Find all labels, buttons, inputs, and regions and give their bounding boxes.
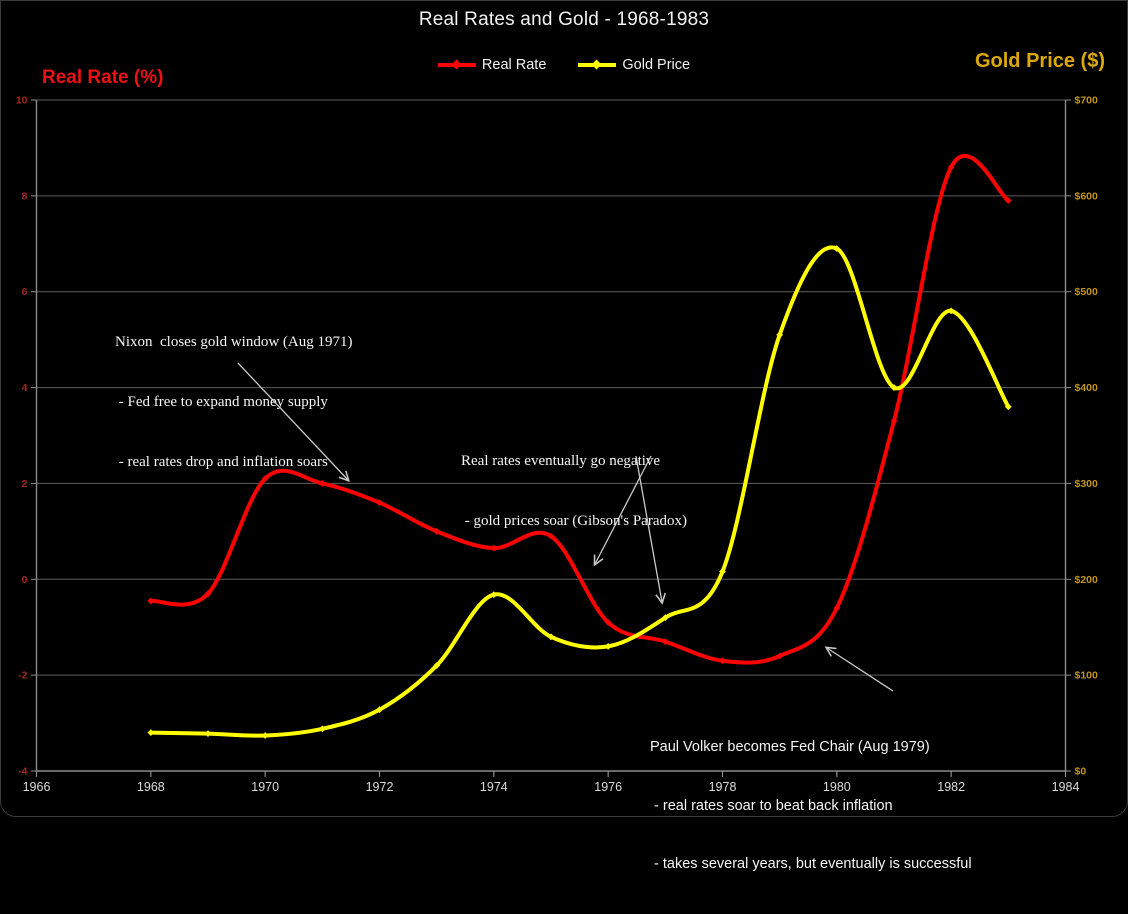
left-axis-title: Real Rate (%)	[42, 67, 164, 88]
chart-legend: Real Rate Gold Price	[0, 57, 1128, 73]
svg-text:$400: $400	[1075, 382, 1099, 394]
svg-text:4: 4	[22, 382, 28, 394]
svg-text:1968: 1968	[137, 780, 165, 794]
svg-text:1966: 1966	[23, 780, 51, 794]
svg-text:0: 0	[22, 574, 28, 586]
svg-text:1972: 1972	[366, 780, 394, 794]
annotation-line: Paul Volker becomes Fed Chair (Aug 1979)	[650, 739, 930, 755]
gold-price-line-marker-icon	[578, 59, 617, 70]
legend-label-gold-price: Gold Price	[622, 57, 691, 73]
right-axis-title: Gold Price ($)	[974, 50, 1105, 72]
plot-area: 10 8 6 4 2 0 -2 -4 $700 $600 $500 $400 $300 $200 $100 $…	[16, 95, 1099, 795]
annotation-volker-fed-chair: Paul Volker becomes Fed Chair (Aug 1979)…	[650, 699, 972, 914]
annotation-line: - takes several years, but eventually is…	[650, 856, 972, 872]
annotation-line: Real rates eventually go negative	[461, 453, 661, 469]
svg-text:1984: 1984	[1052, 780, 1080, 794]
real-rate-line-marker-icon	[437, 59, 476, 70]
svg-text:$600: $600	[1075, 190, 1099, 202]
svg-text:1970: 1970	[251, 780, 279, 794]
svg-text:1976: 1976	[594, 780, 622, 794]
legend-item-gold-price: Gold Price	[578, 57, 690, 73]
svg-text:10: 10	[16, 95, 28, 107]
legend-label-real-rate: Real Rate	[481, 57, 547, 73]
svg-text:1980: 1980	[823, 780, 851, 794]
svg-text:$0: $0	[1075, 766, 1087, 778]
svg-text:-2: -2	[18, 670, 27, 682]
svg-text:$500: $500	[1075, 286, 1099, 298]
annotation-line: - real rates drop and inflation soars	[115, 454, 328, 470]
svg-text:1978: 1978	[709, 780, 737, 794]
svg-text:1974: 1974	[480, 780, 508, 794]
svg-text:$300: $300	[1075, 478, 1099, 490]
chart-title: Real Rates and Gold - 1968-1983	[418, 9, 710, 30]
svg-text:$200: $200	[1075, 574, 1099, 586]
svg-text:6: 6	[22, 286, 28, 298]
annotation-line: Nixon closes gold window (Aug 1971)	[115, 334, 353, 350]
svg-text:$100: $100	[1075, 670, 1099, 682]
svg-text:8: 8	[22, 190, 28, 202]
svg-text:1982: 1982	[937, 780, 965, 794]
svg-text:2: 2	[22, 478, 28, 490]
svg-text:-4: -4	[18, 766, 27, 778]
annotation-line: - gold prices soar (Gibson's Paradox)	[461, 513, 687, 529]
annotation-gibsons-paradox: Real rates eventually go negative - gold…	[461, 411, 687, 571]
annotation-line: - real rates soar to beat back inflation	[650, 797, 893, 814]
svg-text:$700: $700	[1075, 95, 1099, 107]
annotation-nixon-gold-window: Nixon closes gold window (Aug 1971) - Fe…	[115, 292, 352, 512]
annotation-line: - Fed free to expand money supply	[115, 394, 328, 410]
legend-item-real-rate: Real Rate	[437, 57, 547, 73]
chart-window: 10 8 6 4 2 0 -2 -4 $700 $600 $500 $400 $300 $200 $100 $…	[0, 0, 1128, 872]
